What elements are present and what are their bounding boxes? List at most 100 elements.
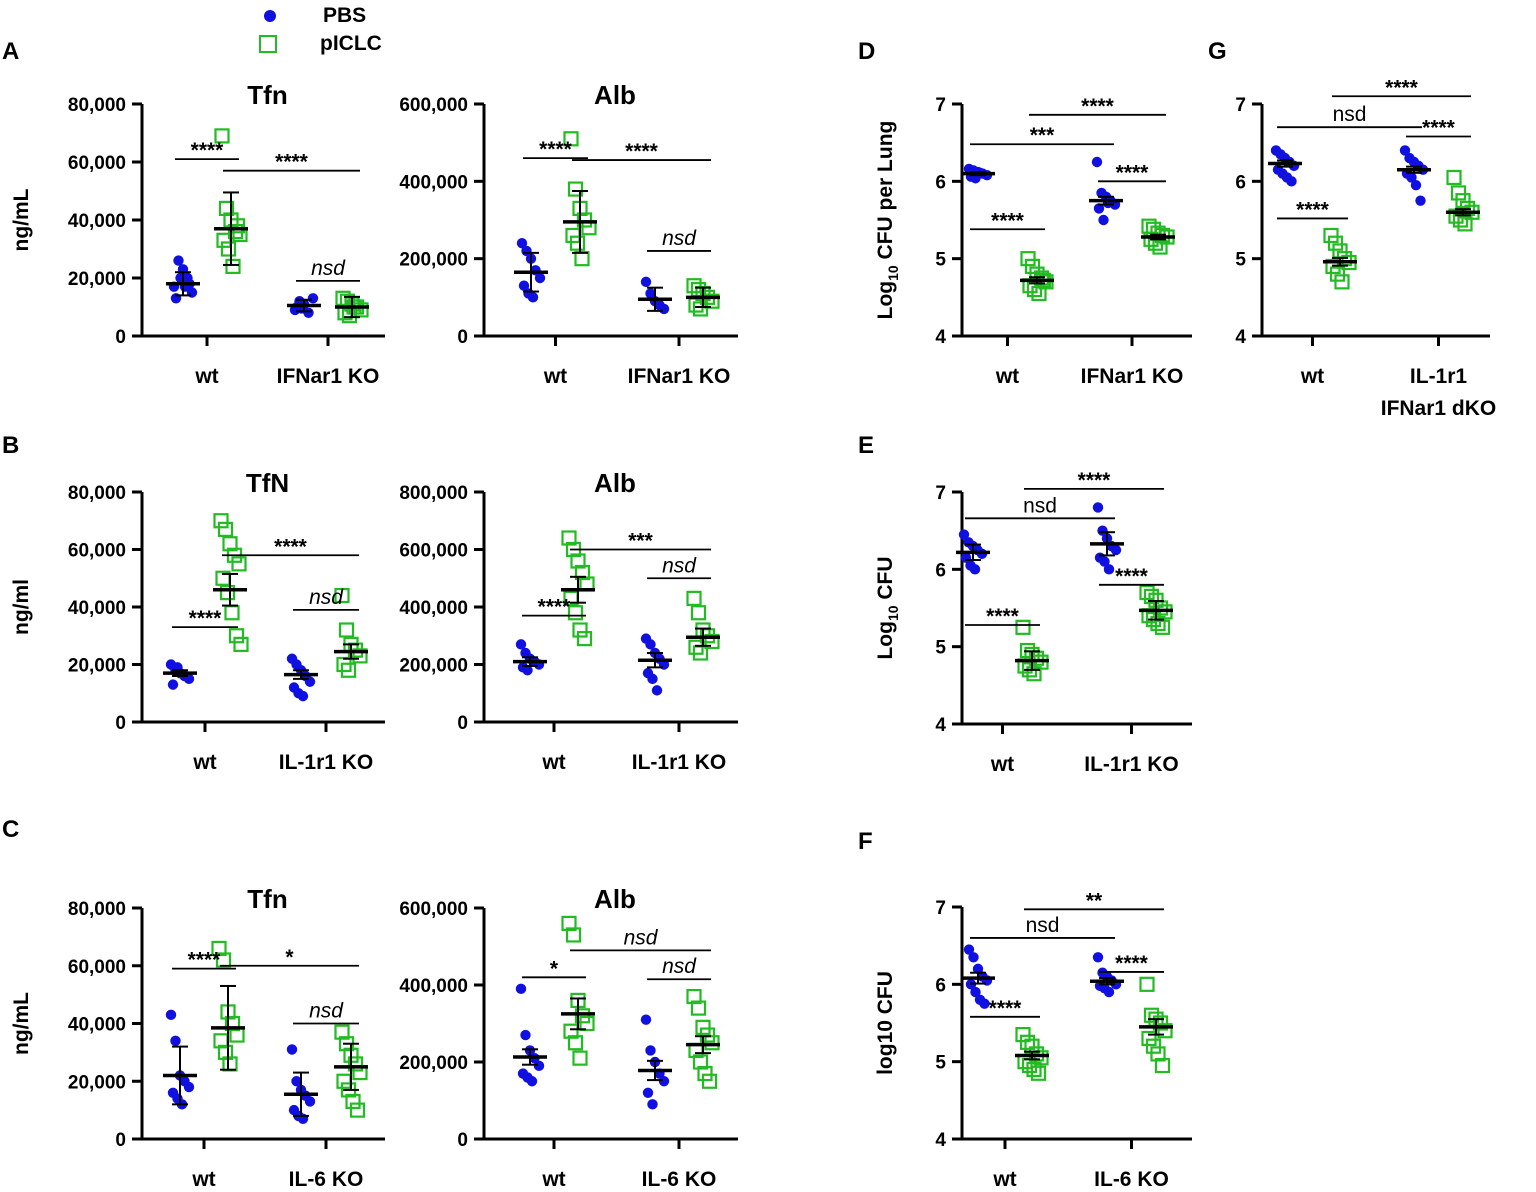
data-point-piclc bbox=[1143, 1007, 1160, 1023]
significance-label: **** bbox=[189, 607, 223, 630]
x-category-label: wt bbox=[194, 365, 218, 388]
data-point-piclc bbox=[1154, 1057, 1171, 1074]
significance-label: nsd bbox=[1026, 914, 1060, 937]
data-point-piclc bbox=[224, 1015, 241, 1032]
chart-b-alb: 0 200,000 400,000 600,000 800,000 wt IL-1r1 KO… bbox=[399, 468, 738, 774]
data-point-piclc bbox=[217, 1044, 234, 1060]
significance-label: *** bbox=[628, 530, 653, 553]
y-tick-label: 600,000 bbox=[399, 95, 468, 116]
data-point-piclc bbox=[567, 181, 584, 197]
significance-label: **** bbox=[1422, 116, 1456, 139]
data-point-piclc bbox=[686, 988, 702, 1005]
x-category-label: IL-1r1 KO bbox=[279, 751, 374, 774]
y-tick-label: 6 bbox=[1235, 172, 1246, 193]
y-axis-label: Log10 CFU per Lung bbox=[874, 121, 901, 320]
data-point-piclc bbox=[220, 241, 237, 257]
y-tick-label: 0 bbox=[115, 327, 126, 348]
y-tick-label: 20,000 bbox=[68, 269, 126, 290]
significance-label: nsd bbox=[662, 554, 697, 577]
x-category-label: wt bbox=[191, 1168, 215, 1191]
data-point-piclc bbox=[1446, 169, 1462, 186]
data-point-piclc bbox=[1020, 251, 1036, 267]
data-point-piclc bbox=[1024, 258, 1041, 274]
data-point-piclc bbox=[563, 131, 579, 147]
data-point-pbs bbox=[516, 238, 528, 249]
x-category-label: IFNar1 KO bbox=[1081, 365, 1184, 388]
y-tick-label: 200,000 bbox=[399, 1053, 468, 1074]
y-tick-label: 200,000 bbox=[399, 250, 468, 271]
data-point-piclc bbox=[697, 1065, 713, 1082]
x-category-label: wt bbox=[995, 365, 1019, 388]
data-point-piclc bbox=[1152, 239, 1168, 255]
x-category-label: wt bbox=[992, 1168, 1016, 1191]
y-tick-label: 0 bbox=[115, 713, 126, 734]
data-point-pbs bbox=[518, 280, 530, 291]
panel-letter-e: E bbox=[858, 432, 875, 459]
significance-label: nsd bbox=[311, 257, 346, 280]
significance-label: **** bbox=[191, 139, 225, 162]
data-point-pbs bbox=[1092, 502, 1104, 513]
data-point-piclc bbox=[686, 278, 702, 294]
significance-label: nsd bbox=[662, 955, 697, 978]
y-tick-label: 20,000 bbox=[68, 656, 126, 677]
data-point-pbs bbox=[970, 986, 981, 998]
data-point-piclc bbox=[574, 564, 591, 581]
data-point-pbs bbox=[658, 303, 670, 315]
data-point-pbs bbox=[645, 639, 656, 650]
y-tick-label: 7 bbox=[935, 95, 946, 116]
significance-label: **** bbox=[986, 605, 1020, 628]
data-point-piclc bbox=[334, 587, 350, 604]
data-point-piclc bbox=[1026, 1061, 1042, 1078]
y-tick-label: 0 bbox=[457, 327, 468, 348]
data-point-pbs bbox=[173, 255, 184, 266]
legend-item-pbs: PBS bbox=[255, 2, 366, 30]
y-tick-label: 600,000 bbox=[399, 541, 468, 562]
data-point-pbs bbox=[522, 665, 533, 676]
chart-title: Tfn bbox=[247, 80, 287, 110]
data-point-pbs bbox=[969, 564, 981, 575]
significance-label: **** bbox=[1115, 952, 1149, 975]
x-category-label: IL-1r1 KO bbox=[1084, 753, 1179, 776]
data-point-pbs bbox=[1410, 180, 1422, 191]
data-point-piclc bbox=[1143, 588, 1160, 605]
data-point-piclc bbox=[699, 1027, 716, 1043]
data-point-piclc bbox=[222, 536, 238, 552]
data-point-pbs bbox=[642, 1087, 654, 1099]
chart-title: Alb bbox=[594, 80, 636, 110]
data-point-piclc bbox=[561, 915, 577, 932]
significance-label: **** bbox=[275, 151, 309, 174]
y-tick-label: 4 bbox=[935, 715, 946, 736]
data-point-piclc bbox=[704, 1035, 720, 1051]
data-point-piclc bbox=[1455, 193, 1471, 209]
data-point-pbs bbox=[1099, 556, 1110, 567]
x-category-label: IL-1r1 KO bbox=[632, 751, 727, 774]
data-point-piclc bbox=[352, 648, 368, 664]
y-tick-label: 40,000 bbox=[68, 598, 126, 619]
data-point-piclc bbox=[224, 605, 240, 621]
significance-label: nsd bbox=[309, 586, 344, 609]
significance-label: **** bbox=[989, 997, 1023, 1020]
x-category-label: IFNar1 dKO bbox=[1381, 397, 1497, 420]
y-tick-label: 0 bbox=[115, 1130, 126, 1151]
significance-label: **** bbox=[538, 596, 572, 619]
data-point-piclc bbox=[340, 662, 357, 678]
y-tick-label: 4 bbox=[935, 327, 946, 348]
data-point-piclc bbox=[567, 1035, 584, 1051]
y-tick-label: 60,000 bbox=[68, 957, 126, 978]
y-axis-label: log10 CFU bbox=[874, 971, 897, 1075]
x-category-label: IL-6 KO bbox=[289, 1168, 364, 1191]
data-point-piclc bbox=[567, 605, 584, 621]
significance-label: nsd bbox=[662, 227, 697, 250]
data-point-pbs bbox=[167, 679, 179, 690]
chart-title: Alb bbox=[594, 468, 636, 498]
data-point-pbs bbox=[1286, 176, 1297, 187]
data-point-piclc bbox=[1015, 1026, 1031, 1043]
y-tick-label: 4 bbox=[935, 1130, 946, 1151]
legend-marker-piclc bbox=[259, 35, 277, 53]
y-tick-label: 400,000 bbox=[399, 976, 468, 997]
chart-title: Tfn bbox=[247, 884, 287, 914]
chart-c-alb: 0 200,000 400,000 600,000 wt IL-6 KO Alb * nsdns… bbox=[399, 884, 738, 1191]
data-point-piclc bbox=[341, 308, 358, 324]
